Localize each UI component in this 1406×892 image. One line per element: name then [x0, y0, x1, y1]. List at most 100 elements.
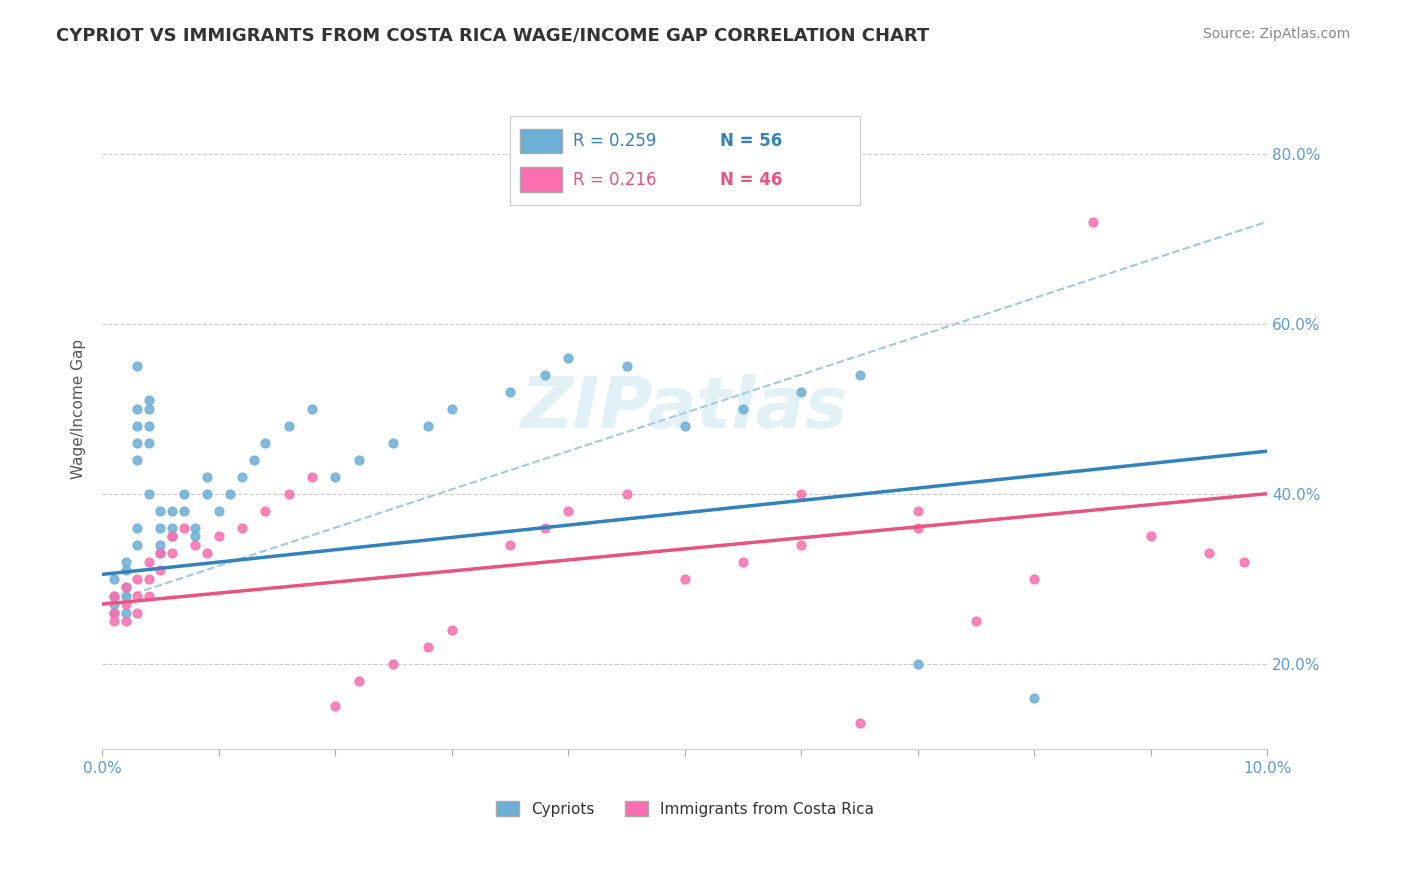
Cypriots	[499, 384, 522, 399]
Cypriots	[138, 401, 160, 416]
Immigrants from Costa Rica	[138, 589, 160, 603]
Immigrants from Costa Rica	[160, 546, 183, 560]
Cypriots	[138, 418, 160, 433]
Cypriots	[114, 555, 136, 569]
Text: CYPRIOT VS IMMIGRANTS FROM COSTA RICA WAGE/INCOME GAP CORRELATION CHART: CYPRIOT VS IMMIGRANTS FROM COSTA RICA WA…	[56, 27, 929, 45]
Cypriots	[149, 538, 172, 552]
Cypriots	[848, 368, 870, 382]
Immigrants from Costa Rica	[114, 597, 136, 611]
Cypriots	[231, 469, 253, 483]
Immigrants from Costa Rica	[848, 716, 870, 731]
Immigrants from Costa Rica	[790, 538, 813, 552]
Cypriots	[103, 597, 125, 611]
Cypriots	[418, 418, 440, 433]
Cypriots	[114, 580, 136, 594]
Immigrants from Costa Rica	[114, 580, 136, 594]
Cypriots	[616, 359, 638, 373]
Cypriots	[138, 435, 160, 450]
Cypriots	[382, 435, 405, 450]
Immigrants from Costa Rica	[1198, 546, 1220, 560]
Cypriots	[242, 452, 264, 467]
Cypriots	[195, 469, 218, 483]
Cypriots	[127, 452, 149, 467]
Cypriots	[301, 401, 323, 416]
Cypriots	[127, 401, 149, 416]
Cypriots	[254, 435, 277, 450]
Immigrants from Costa Rica	[499, 538, 522, 552]
Cypriots	[557, 351, 579, 365]
Immigrants from Costa Rica	[673, 572, 696, 586]
Immigrants from Costa Rica	[1081, 214, 1104, 228]
Cypriots	[208, 503, 231, 517]
Cypriots	[160, 529, 183, 543]
Cypriots	[277, 418, 299, 433]
Cypriots	[103, 589, 125, 603]
Immigrants from Costa Rica	[149, 563, 172, 577]
Immigrants from Costa Rica	[127, 572, 149, 586]
Cypriots	[127, 359, 149, 373]
Cypriots	[184, 529, 207, 543]
Cypriots	[149, 521, 172, 535]
Immigrants from Costa Rica	[277, 486, 299, 500]
Immigrants from Costa Rica	[440, 623, 463, 637]
Cypriots	[127, 435, 149, 450]
Immigrants from Costa Rica	[323, 699, 346, 714]
Immigrants from Costa Rica	[418, 640, 440, 654]
Cypriots	[219, 486, 242, 500]
Cypriots	[731, 401, 754, 416]
Immigrants from Costa Rica	[790, 486, 813, 500]
Cypriots	[114, 606, 136, 620]
Immigrants from Costa Rica	[382, 657, 405, 671]
Cypriots	[323, 469, 346, 483]
Y-axis label: Wage/Income Gap: Wage/Income Gap	[72, 339, 86, 479]
Cypriots	[103, 572, 125, 586]
Immigrants from Costa Rica	[208, 529, 231, 543]
Cypriots	[149, 503, 172, 517]
Cypriots	[138, 486, 160, 500]
Immigrants from Costa Rica	[138, 555, 160, 569]
Immigrants from Costa Rica	[103, 589, 125, 603]
Cypriots	[907, 657, 929, 671]
Immigrants from Costa Rica	[907, 503, 929, 517]
Immigrants from Costa Rica	[184, 538, 207, 552]
Immigrants from Costa Rica	[965, 614, 987, 628]
Immigrants from Costa Rica	[301, 469, 323, 483]
Cypriots	[114, 563, 136, 577]
Immigrants from Costa Rica	[347, 673, 370, 688]
Cypriots	[160, 503, 183, 517]
Cypriots	[114, 589, 136, 603]
Legend: Cypriots, Immigrants from Costa Rica: Cypriots, Immigrants from Costa Rica	[489, 795, 880, 822]
Cypriots	[127, 538, 149, 552]
Cypriots	[1024, 690, 1046, 705]
Immigrants from Costa Rica	[731, 555, 754, 569]
Cypriots	[173, 486, 195, 500]
Immigrants from Costa Rica	[138, 572, 160, 586]
Cypriots	[173, 503, 195, 517]
Immigrants from Costa Rica	[103, 614, 125, 628]
Cypriots	[184, 521, 207, 535]
Cypriots	[673, 418, 696, 433]
Immigrants from Costa Rica	[1233, 555, 1256, 569]
Cypriots	[534, 368, 557, 382]
Immigrants from Costa Rica	[127, 606, 149, 620]
Cypriots	[347, 452, 370, 467]
Immigrants from Costa Rica	[1140, 529, 1163, 543]
Cypriots	[149, 546, 172, 560]
Cypriots	[160, 521, 183, 535]
Text: ZIPatlas: ZIPatlas	[522, 374, 848, 443]
Cypriots	[440, 401, 463, 416]
Immigrants from Costa Rica	[160, 529, 183, 543]
Immigrants from Costa Rica	[173, 521, 195, 535]
Immigrants from Costa Rica	[127, 589, 149, 603]
Cypriots	[195, 486, 218, 500]
Immigrants from Costa Rica	[149, 546, 172, 560]
Text: Source: ZipAtlas.com: Source: ZipAtlas.com	[1202, 27, 1350, 41]
Cypriots	[790, 384, 813, 399]
Immigrants from Costa Rica	[254, 503, 277, 517]
Immigrants from Costa Rica	[1024, 572, 1046, 586]
Cypriots	[103, 606, 125, 620]
Immigrants from Costa Rica	[114, 614, 136, 628]
Immigrants from Costa Rica	[195, 546, 218, 560]
Immigrants from Costa Rica	[103, 606, 125, 620]
Cypriots	[127, 418, 149, 433]
